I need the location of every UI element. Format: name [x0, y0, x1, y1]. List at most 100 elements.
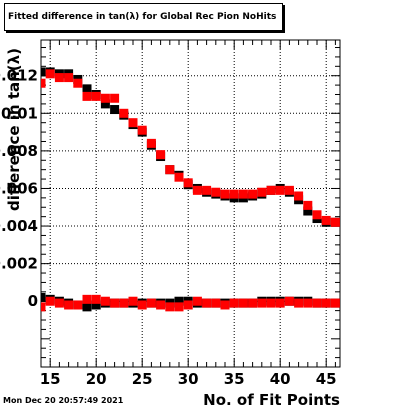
data-point — [303, 298, 313, 308]
data-point — [73, 78, 83, 88]
data-point — [238, 298, 248, 308]
data-markers — [41, 67, 340, 312]
data-point — [165, 165, 175, 175]
axis-ticks — [40, 40, 340, 368]
data-point — [183, 300, 193, 310]
data-point — [284, 296, 294, 306]
tick-labels: 15 20 25 30 35 40 45 0 0.002 0.004 0.006 0.008 0.01 0… — [0, 67, 337, 388]
data-point — [91, 294, 101, 304]
y-tick-label: 0.006 — [0, 179, 38, 197]
data-point — [183, 178, 193, 188]
data-point — [192, 185, 202, 195]
data-point — [41, 78, 46, 88]
data-point — [119, 298, 129, 308]
y-tick-label: 0.002 — [0, 255, 38, 273]
y-tick-label: 0 — [28, 292, 38, 310]
data-point — [303, 206, 313, 216]
data-point — [294, 298, 304, 308]
data-point — [100, 296, 110, 306]
data-point — [41, 292, 46, 302]
data-point — [137, 125, 147, 135]
data-point — [312, 210, 322, 220]
data-point — [91, 300, 101, 310]
data-point — [137, 300, 147, 310]
data-point — [248, 298, 258, 308]
data-point — [303, 200, 313, 210]
chart-title: Fitted difference in tan(λ) for Global R… — [8, 12, 277, 22]
data-point — [238, 189, 248, 199]
data-point — [229, 189, 239, 199]
data-point — [321, 298, 331, 308]
data-point — [54, 73, 64, 83]
data-point — [82, 294, 92, 304]
data-point — [211, 298, 221, 308]
data-point — [110, 93, 120, 103]
data-point — [82, 91, 92, 101]
data-point — [91, 91, 101, 101]
data-point — [119, 108, 129, 118]
x-tick-label: 15 — [40, 370, 61, 388]
data-point — [45, 296, 55, 306]
data-point — [82, 84, 92, 94]
data-point — [100, 99, 110, 109]
data-point — [202, 298, 212, 308]
data-point — [54, 298, 64, 308]
data-point — [146, 138, 156, 148]
plot-frame-rect — [40, 39, 341, 368]
data-point — [248, 189, 258, 199]
data-point — [165, 302, 175, 312]
data-point — [146, 298, 156, 308]
data-point — [202, 185, 212, 195]
chart-title-box: Fitted difference in tan(λ) for Global R… — [4, 3, 283, 31]
data-point — [41, 302, 46, 312]
data-point — [156, 300, 166, 310]
x-tick-label: 35 — [224, 370, 245, 388]
data-point — [266, 185, 276, 195]
data-point — [257, 187, 267, 197]
x-tick-label: 25 — [132, 370, 153, 388]
data-point — [41, 67, 46, 77]
data-point — [294, 191, 304, 201]
x-tick-label: 45 — [316, 370, 337, 388]
x-tick-label: 20 — [86, 370, 107, 388]
data-point — [229, 298, 239, 308]
data-point — [110, 298, 120, 308]
data-point — [174, 172, 184, 182]
x-tick-label: 40 — [270, 370, 291, 388]
data-point — [100, 93, 110, 103]
data-point — [211, 187, 221, 197]
data-point — [312, 298, 322, 308]
data-point — [257, 298, 267, 308]
x-axis-title: No. of Fit Points — [203, 391, 340, 409]
data-point — [220, 300, 230, 310]
plot-frame — [40, 39, 341, 368]
data-point — [73, 300, 83, 310]
data-point — [330, 217, 340, 227]
data-point — [192, 296, 202, 306]
data-point — [156, 150, 166, 160]
data-point — [45, 69, 55, 79]
timestamp: Mon Dec 20 20:57:49 2021 — [3, 396, 124, 405]
data-point — [174, 296, 184, 306]
data-point — [284, 185, 294, 195]
data-point — [64, 73, 74, 83]
data-point — [330, 298, 340, 308]
data-point — [110, 105, 120, 115]
data-point — [128, 118, 138, 128]
data-point — [128, 296, 138, 306]
data-point — [275, 298, 285, 308]
marker-group — [41, 67, 340, 312]
y-tick-label: 0.008 — [0, 142, 38, 160]
y-tick-label: 0.012 — [0, 67, 38, 85]
data-point — [321, 215, 331, 225]
y-axis-title: difference in tan(λ) — [5, 48, 23, 211]
data-point — [266, 298, 276, 308]
y-tick-label: 0.004 — [0, 217, 38, 235]
x-tick-label: 30 — [178, 370, 199, 388]
data-point — [174, 302, 184, 312]
data-point — [82, 302, 92, 312]
y-tick-label: 0.01 — [1, 104, 38, 122]
data-point — [64, 300, 74, 310]
data-point — [220, 189, 230, 199]
data-point — [275, 185, 285, 195]
